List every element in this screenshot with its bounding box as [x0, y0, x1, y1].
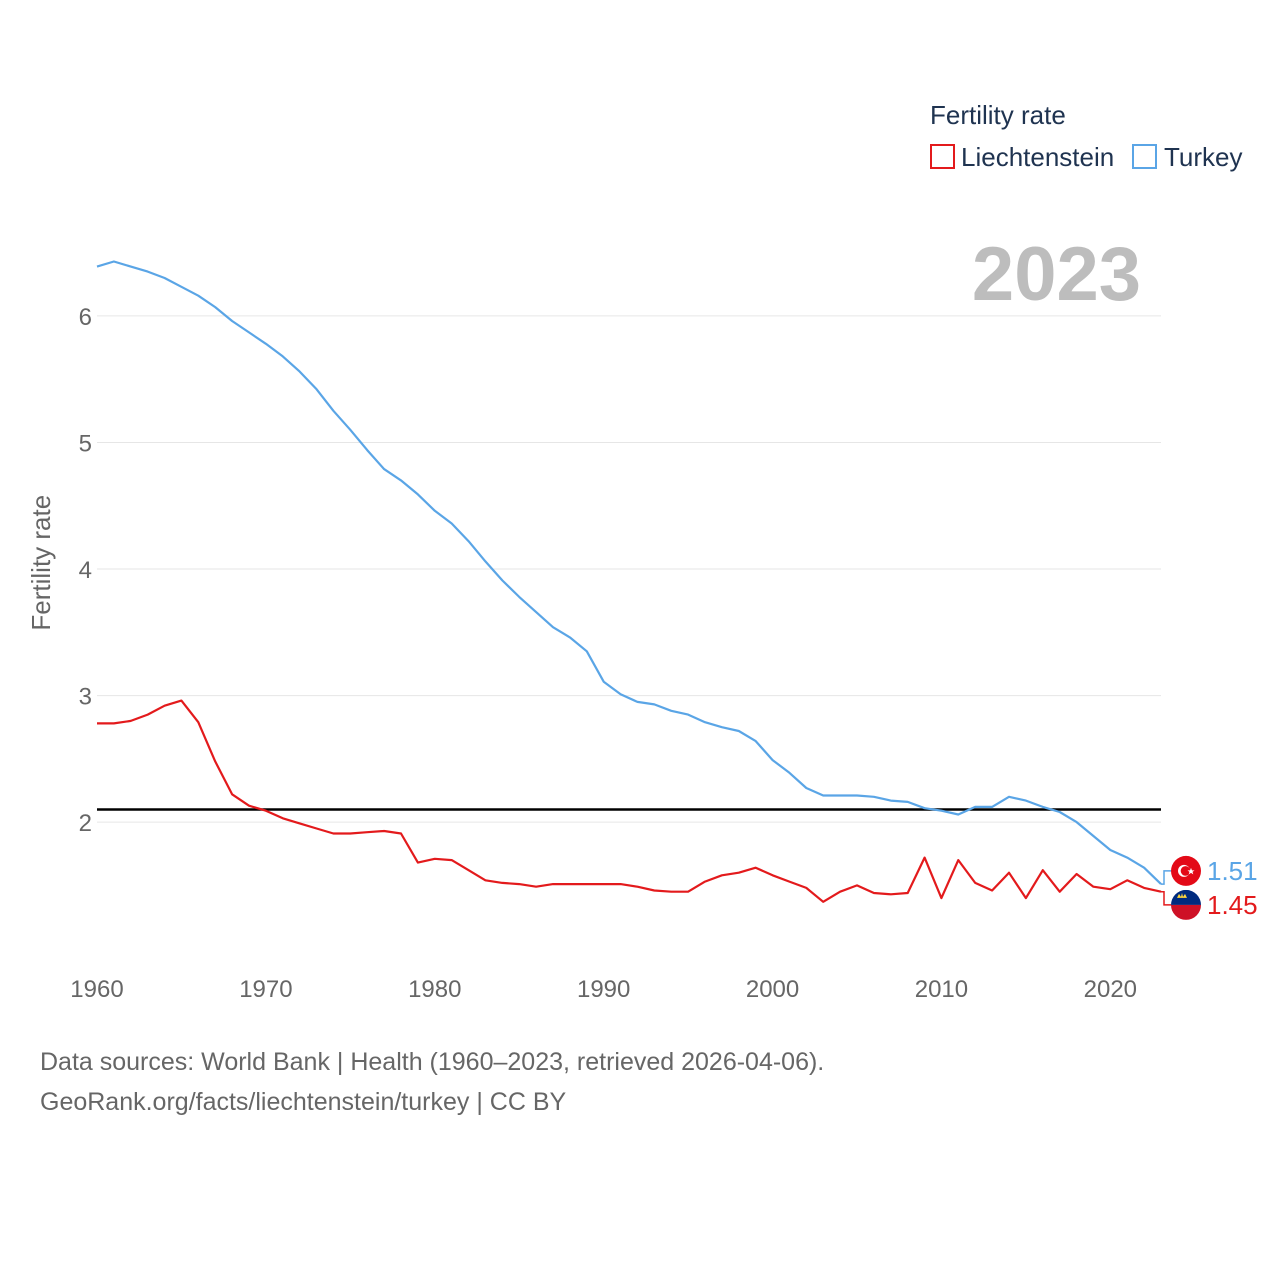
legend[interactable]: Fertility rate Liechtenstein Turkey — [930, 100, 1243, 172]
end-labels: 1.51 1.45 — [1161, 855, 1258, 920]
y-tick-label-4: 4 — [79, 557, 92, 584]
x-tick-label-2000: 2000 — [746, 976, 799, 1003]
y-axis-ticks: 2 3 4 5 6 — [79, 304, 92, 837]
x-tick-label-1970: 1970 — [239, 976, 292, 1003]
y-tick-label-5: 5 — [79, 430, 92, 457]
y-tick-label-2: 2 — [79, 810, 92, 837]
legend-swatch-turkey[interactable] — [1132, 144, 1157, 169]
y-axis-title: Fertility rate — [26, 495, 56, 631]
series-line-turkey[interactable] — [96, 260, 1162, 885]
fertility-rate-chart: 2 3 4 5 6 1960 1970 1980 1990 2000 2010 2020 Ferti… — [26, 100, 1258, 1003]
legend-title: Fertility rate — [930, 100, 1066, 130]
source-note: Data sources: World Bank | Health (1960–… — [40, 1042, 824, 1122]
x-axis-ticks: 1960 1970 1980 1990 2000 2010 2020 — [70, 976, 1137, 1003]
end-value-turkey: 1.51 — [1207, 856, 1258, 886]
y-tick-label-6: 6 — [79, 304, 92, 331]
end-marker-liechtenstein: 1.45 — [1161, 889, 1258, 920]
legend-label-liechtenstein[interactable]: Liechtenstein — [961, 142, 1114, 172]
x-tick-label-2020: 2020 — [1084, 976, 1137, 1003]
year-label: 2023 — [972, 232, 1141, 317]
x-tick-label-1960: 1960 — [70, 976, 123, 1003]
end-marker-turkey: 1.51 — [1161, 855, 1258, 886]
end-connector-liechtenstein — [1161, 890, 1171, 906]
credit-text[interactable]: GeoRank.org/facts/liechtenstein/turkey |… — [40, 1088, 567, 1116]
legend-swatch-liechtenstein[interactable] — [930, 144, 955, 169]
series-lines — [96, 260, 1162, 903]
gridlines — [97, 315, 1161, 823]
liechtenstein-flag-icon — [1171, 889, 1201, 920]
end-value-liechtenstein: 1.45 — [1207, 890, 1258, 920]
x-tick-label-1980: 1980 — [408, 976, 461, 1003]
data-source-text: Data sources: World Bank | Health (1960–… — [40, 1048, 825, 1076]
legend-label-turkey[interactable]: Turkey — [1164, 142, 1243, 172]
turkey-flag-icon — [1171, 855, 1201, 886]
y-tick-label-3: 3 — [79, 684, 92, 711]
x-tick-label-1990: 1990 — [577, 976, 630, 1003]
x-tick-label-2010: 2010 — [915, 976, 968, 1003]
series-line-liechtenstein[interactable] — [97, 699, 1162, 903]
end-connector-turkey — [1161, 870, 1171, 885]
